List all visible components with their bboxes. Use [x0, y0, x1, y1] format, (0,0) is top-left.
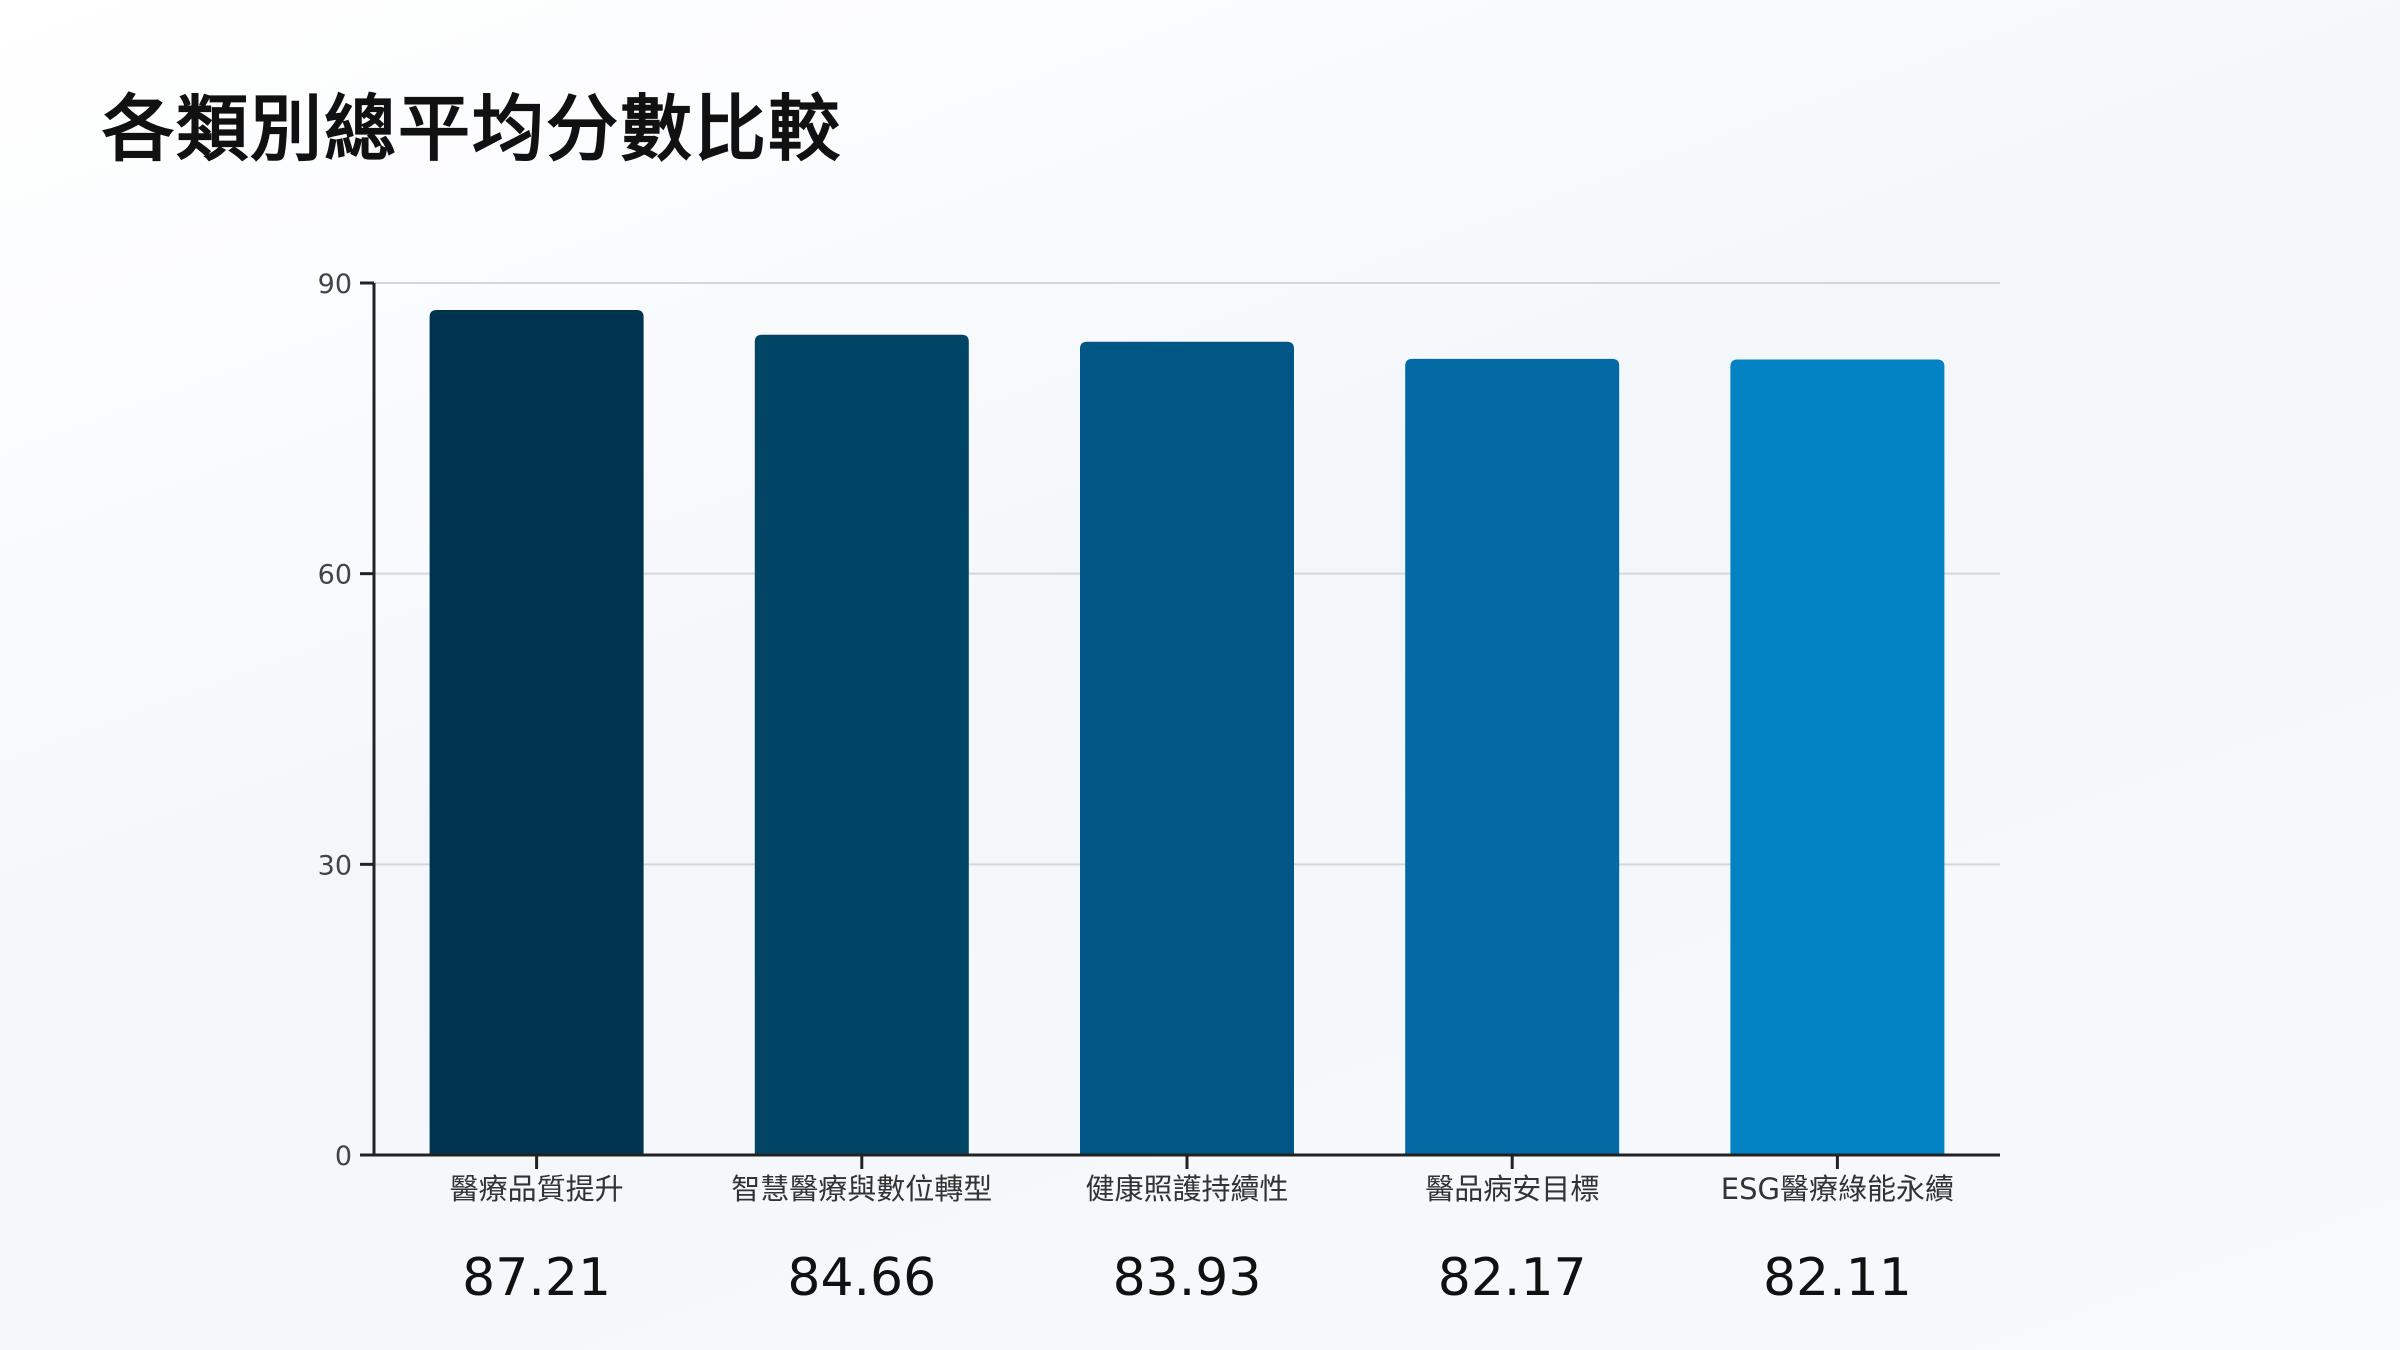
axes	[360, 281, 2000, 1169]
data-label: 83.93	[1113, 1248, 1262, 1308]
bar	[754, 334, 969, 1156]
bar	[429, 310, 644, 1156]
x-tick-label: 健康照護持續性	[1085, 1172, 1288, 1206]
y-tick-label: 0	[335, 1141, 352, 1172]
x-tick-label: 智慧醫療與數位轉型	[731, 1172, 992, 1206]
data-label: 87.21	[462, 1248, 611, 1308]
x-tick-label: ESG醫療綠能永續	[1721, 1172, 1954, 1206]
labels: 0 30 60 90 醫療品質提升 87.21 智慧醫療與數位轉型 84.66 健康照護持續性 8…	[318, 269, 1954, 1308]
bar	[1730, 359, 1945, 1156]
bars	[429, 310, 1945, 1156]
y-tick-label: 90	[318, 269, 352, 300]
data-label: 82.11	[1763, 1248, 1912, 1308]
data-label: 82.17	[1438, 1248, 1587, 1308]
bar	[1405, 358, 1620, 1155]
data-label: 84.66	[787, 1248, 936, 1308]
x-tick-label: 醫療品質提升	[450, 1172, 624, 1206]
x-tick-label: 醫品病安目標	[1425, 1172, 1599, 1206]
y-tick-label: 30	[318, 850, 352, 881]
y-tick-label: 60	[318, 560, 352, 591]
bar	[1080, 341, 1294, 1156]
slide-title: 各類別總平均分數比較	[102, 87, 843, 171]
